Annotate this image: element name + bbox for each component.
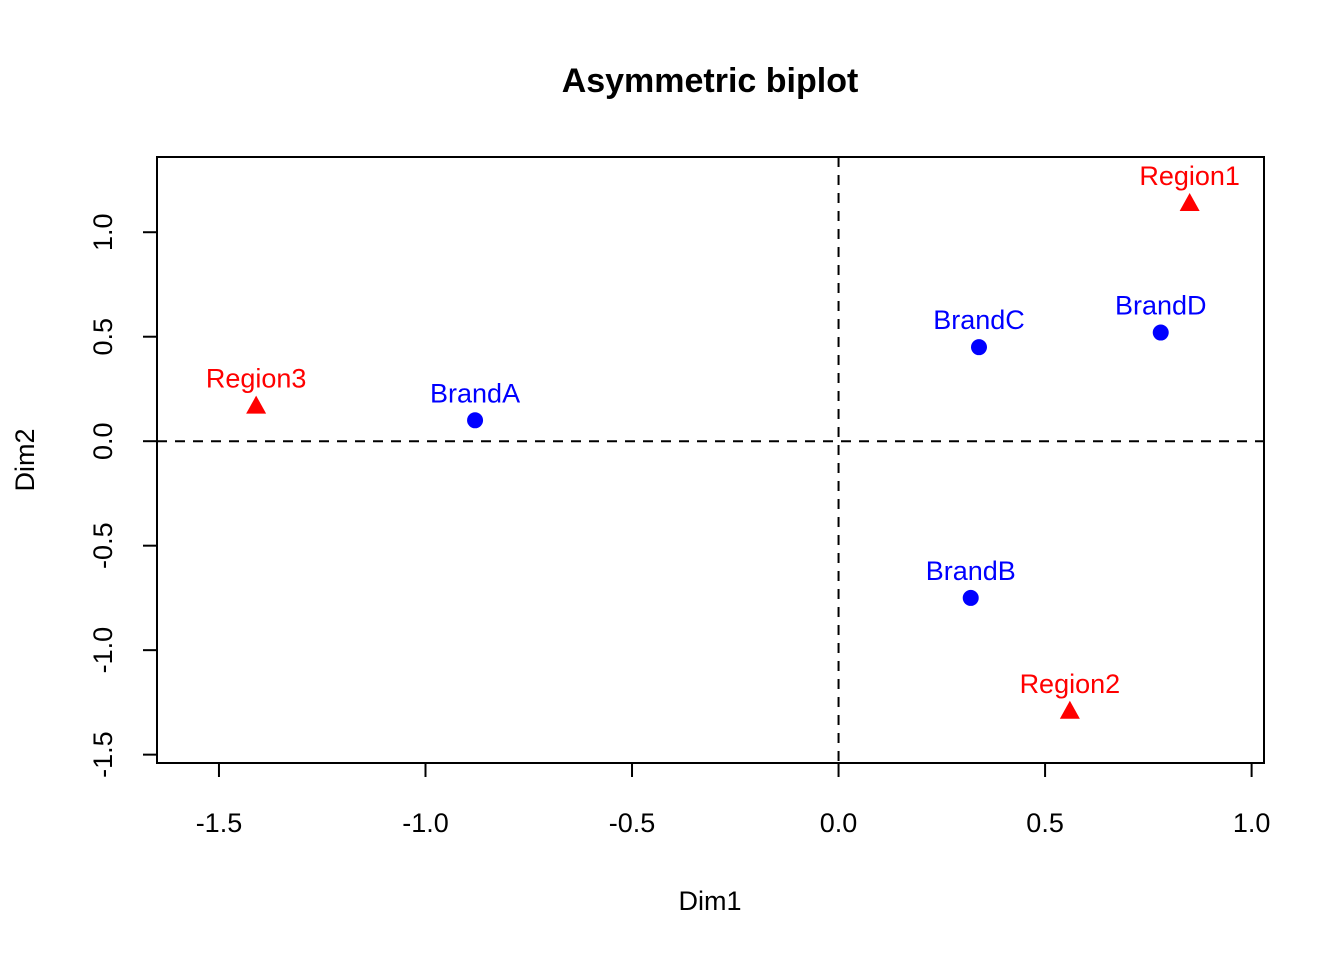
y-tick-label: 1.0 <box>88 213 118 251</box>
y-tick-label: -1.5 <box>88 731 118 778</box>
chart-title: Asymmetric biplot <box>562 62 859 100</box>
label-brandc: BrandC <box>933 305 1025 335</box>
y-tick-label: -1.0 <box>88 627 118 674</box>
x-tick-label: -0.5 <box>609 808 656 838</box>
label-branda: BrandA <box>430 378 520 408</box>
point-region3 <box>246 395 267 414</box>
label-brandd: BrandD <box>1115 291 1207 321</box>
point-brandd <box>1152 324 1169 341</box>
label-brandb: BrandB <box>926 556 1016 586</box>
x-axis-title: Dim1 <box>678 886 741 916</box>
x-tick-label: 0.5 <box>1026 808 1064 838</box>
point-brandc <box>970 339 987 356</box>
y-tick-label: -0.5 <box>88 522 118 569</box>
data-points: BrandA BrandB BrandC BrandD Region1 Region2 Re… <box>206 161 1240 719</box>
x-axis: -1.5 -1.0 -0.5 0.0 0.5 1.0 <box>196 762 1271 838</box>
x-tick-label: 1.0 <box>1233 808 1271 838</box>
label-region2: Region2 <box>1020 669 1121 699</box>
y-tick-label: 0.5 <box>88 318 118 356</box>
point-branda <box>467 412 484 429</box>
reference-lines <box>157 157 1264 763</box>
y-axis: -1.5 -1.0 -0.5 0.0 0.5 1.0 <box>88 213 158 778</box>
point-region2 <box>1059 700 1080 719</box>
x-tick-label: -1.5 <box>196 808 243 838</box>
y-axis-title: Dim2 <box>10 428 40 491</box>
x-tick-label: -1.0 <box>402 808 449 838</box>
x-tick-label: 0.0 <box>820 808 858 838</box>
y-tick-label: 0.0 <box>88 422 118 460</box>
point-region1 <box>1179 192 1200 211</box>
label-region1: Region1 <box>1139 161 1240 191</box>
label-region3: Region3 <box>206 364 307 394</box>
point-brandb <box>962 589 979 606</box>
